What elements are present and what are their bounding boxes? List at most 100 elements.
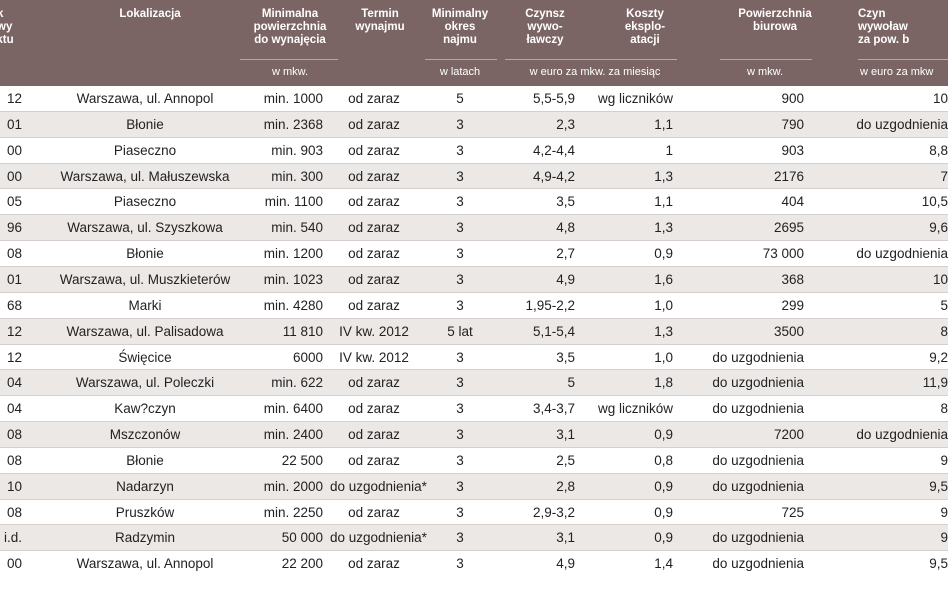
cell-koszty: 0,9: [654, 530, 673, 546]
cell-rok: 12: [6, 349, 22, 365]
row-divider: [0, 188, 948, 190]
cell-rok: 08: [6, 504, 22, 520]
cell-termin: od zaraz: [348, 504, 400, 520]
cell-okres: 5: [456, 91, 464, 106]
cell-czynsz: 4,9: [556, 556, 575, 572]
cell-koszty: 1,0: [654, 349, 673, 365]
cell-okres: 3: [456, 116, 464, 132]
cell-min-pow: min. 2000: [263, 478, 323, 494]
cell-biurowa: do uzgodnienia: [712, 556, 804, 572]
cell-czynsz-biurowa: do uzgodnienia: [856, 427, 948, 443]
cell-lokalizacja: Błonie: [126, 246, 164, 262]
header-biurowa: Powierzchnia biurowa: [738, 8, 812, 33]
cell-min-pow: min. 300: [271, 168, 323, 184]
cell-koszty: 1,3: [654, 323, 673, 339]
table-footer: [0, 573, 948, 593]
cell-czynsz: 3,1: [556, 530, 575, 546]
cell-biurowa: do uzgodnienia: [712, 530, 804, 546]
cell-biurowa: 404: [781, 194, 804, 210]
cell-biurowa: 3500: [773, 323, 804, 339]
row-divider: [0, 446, 948, 448]
cell-termin: od zaraz: [348, 271, 400, 287]
table-row: 01 Warszawa, ul. Muszkieterów min. 1023 od …: [0, 266, 948, 293]
cell-czynsz-biurowa: 11,9: [922, 375, 948, 391]
cell-biurowa: 7200: [773, 427, 804, 443]
cell-okres: 3: [456, 246, 464, 262]
cell-lokalizacja: Warszawa, ul. Małuszewska: [60, 168, 230, 184]
cell-koszty: 0,9: [654, 478, 673, 494]
row-divider: [0, 110, 948, 112]
cell-min-pow: 50 000: [281, 530, 323, 546]
cell-biurowa: 2176: [773, 168, 804, 184]
row-divider: [0, 265, 948, 267]
cell-koszty: 1: [665, 142, 673, 158]
cell-biurowa: do uzgodnienia: [712, 452, 804, 468]
cell-czynsz: 4,9: [556, 271, 575, 287]
row-divider: [0, 136, 948, 138]
cell-termin: od zaraz: [348, 194, 400, 210]
cell-termin: od zaraz: [348, 427, 400, 443]
cell-okres: 3: [456, 349, 464, 365]
cell-czynsz-biurowa: 10: [932, 91, 948, 106]
cell-termin: od zaraz: [348, 452, 400, 468]
table-row: 12 Warszawa, ul. Palisadowa 11 810 IV kw. 2…: [0, 318, 948, 345]
cell-rok: 08: [6, 427, 22, 443]
cell-czynsz-biurowa: 5: [940, 297, 948, 313]
cell-min-pow: min. 1023: [263, 271, 323, 287]
cell-termin: od zaraz: [348, 168, 400, 184]
cell-rok: 01: [6, 271, 22, 287]
cell-okres: 3: [456, 220, 464, 236]
cell-min-pow: min. 4280: [263, 297, 323, 313]
cell-min-pow: min. 622: [271, 375, 323, 391]
cell-lokalizacja: Błonie: [126, 116, 164, 132]
cell-czynsz-biurowa: do uzgodnienia: [856, 116, 948, 132]
cell-czynsz-biurowa: do uzgodnienia: [856, 246, 948, 262]
header-czynsz-biurowa: Czyn wywoław za pow. b: [858, 8, 910, 46]
cell-czynsz-biurowa: 8,8: [929, 142, 948, 158]
cell-min-pow: min. 6400: [263, 401, 323, 417]
header-divider: [720, 59, 812, 60]
cell-czynsz-biurowa: 8: [940, 401, 948, 417]
unit-shared: w euro za mkw. za miesiąc: [529, 66, 661, 78]
cell-czynsz-biurowa: 8: [940, 323, 948, 339]
row-divider: [0, 214, 948, 216]
cell-termin: IV kw. 2012: [339, 323, 409, 339]
row-divider: [0, 162, 948, 164]
cell-lokalizacja: Warszawa, ul. Szyszkowa: [67, 220, 223, 236]
cell-biurowa: 725: [781, 504, 804, 520]
cell-okres: 3: [456, 504, 464, 520]
table-row: 12 Święcice 6000 IV kw. 2012 3 3,5 1,0 do uzgod…: [0, 344, 948, 371]
cell-lokalizacja: Marki: [128, 297, 162, 313]
cell-termin: do uzgodnienia*: [330, 478, 427, 494]
cell-czynsz-biurowa: 9,2: [929, 349, 948, 365]
cell-termin: od zaraz: [348, 220, 400, 236]
cell-koszty: 1,3: [654, 220, 673, 236]
cell-rok: 68: [6, 297, 22, 313]
cell-rok: 01: [6, 116, 22, 132]
cell-termin: IV kw. 2012: [339, 349, 409, 365]
cell-koszty: 0,9: [654, 246, 673, 262]
table-row: 04 Kaw?czyn min. 6400 od zaraz 3 3,4-3,7 wg li…: [0, 396, 948, 423]
cell-lokalizacja: Mszczonów: [109, 427, 181, 443]
cell-termin: od zaraz: [348, 401, 400, 417]
cell-lokalizacja: Nadarzyn: [116, 478, 174, 494]
cell-termin: od zaraz: [348, 556, 400, 572]
cell-min-pow: min. 1200: [263, 246, 323, 262]
cell-rok: 00: [6, 168, 22, 184]
unit-min-pow: w mkw.: [271, 66, 309, 78]
cell-czynsz-biurowa: 9,5: [929, 478, 948, 494]
cell-min-pow: min. 1000: [263, 91, 323, 106]
table-row: i.d. Radzymin 50 000 do uzgodnienia* 3 3,1 0,9…: [0, 525, 948, 552]
header-okres: Minimalny okres najmu: [431, 8, 489, 46]
row-divider: [0, 395, 948, 397]
cell-biurowa: do uzgodnienia: [712, 375, 804, 391]
table-row: 08 Błonie min. 1200 od zaraz 3 2,7 0,9 73 000 do…: [0, 241, 948, 267]
cell-min-pow: min. 2368: [263, 116, 323, 132]
cell-czynsz: 4,8: [556, 220, 575, 236]
cell-rok: 12: [6, 91, 22, 106]
cell-rok: i.d.: [3, 530, 22, 546]
cell-lokalizacja: Warszawa, ul. Muszkieterów: [59, 271, 231, 287]
cell-koszty: 1,3: [654, 168, 673, 184]
table-row: 08 Błonie 22 500 od zaraz 3 2,5 0,8 do uzgodnie…: [0, 447, 948, 474]
row-divider: [0, 472, 948, 474]
